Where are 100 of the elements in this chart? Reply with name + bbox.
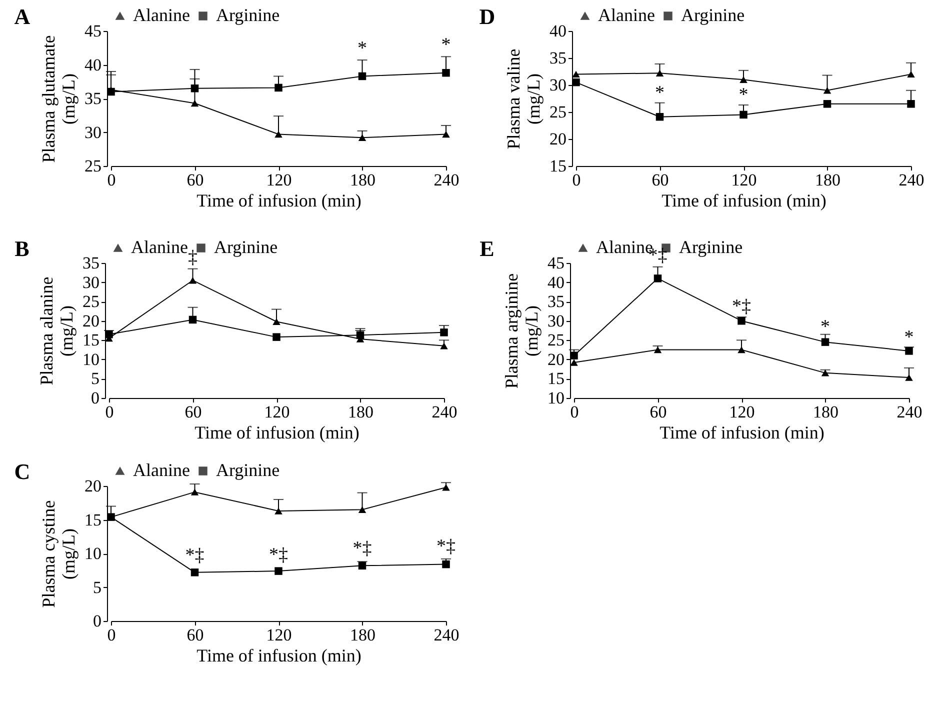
- legend-label: Arginine: [214, 237, 278, 257]
- chart-title: E: [480, 236, 494, 261]
- y-tick-label: 30: [84, 122, 102, 142]
- legend-label: Arginine: [216, 460, 280, 480]
- y-tick-label: 25: [548, 330, 564, 350]
- x-tick-label: 180: [815, 170, 840, 190]
- x-tick-label: 240: [434, 170, 460, 190]
- x-axis-title: Time of infusion (min): [196, 190, 362, 210]
- point: [272, 318, 280, 325]
- legend-label: Arginine: [679, 237, 743, 257]
- point: [358, 72, 366, 80]
- point: [656, 70, 664, 76]
- annotation: *: [358, 38, 367, 59]
- y-tick-label: 20: [82, 311, 100, 330]
- point: [442, 68, 450, 77]
- annotation: *: [738, 84, 748, 106]
- y-axis-title: Plasma glutamate (mg/L): [38, 35, 78, 163]
- x-tick-label: 0: [105, 402, 114, 422]
- point: [572, 70, 580, 78]
- legend-label: Arginine: [681, 5, 745, 25]
- x-tick-label: 180: [348, 402, 374, 422]
- x-axis-title: Time of infusion (min): [660, 422, 824, 442]
- annotation: *: [441, 34, 451, 56]
- x-tick-label: 120: [731, 170, 757, 190]
- y-tick-label: 0: [93, 612, 102, 630]
- x-tick-label: 60: [186, 626, 204, 644]
- y-tick-label: 25: [550, 102, 566, 122]
- x-tick-label: 180: [350, 170, 376, 190]
- y-axis-title: Plasma arginine (mg/L): [502, 273, 542, 389]
- y-tick-label: 40: [548, 272, 564, 292]
- y-tick-label: 10: [548, 388, 564, 408]
- y-tick-label: 30: [550, 76, 566, 94]
- annotation: *‡: [352, 538, 372, 560]
- y-tick-label: 35: [84, 89, 102, 108]
- point: [440, 328, 448, 336]
- point: [907, 100, 915, 108]
- point: [654, 274, 662, 282]
- y-tick-label: 35: [548, 292, 564, 312]
- point: [358, 562, 366, 570]
- x-tick-label: 240: [896, 402, 922, 422]
- point: [823, 87, 832, 94]
- y-tick-label: 35: [82, 254, 100, 272]
- x-tick-label: 120: [729, 402, 755, 422]
- point: [442, 130, 450, 138]
- x-tick-label: 240: [434, 626, 460, 644]
- y-tick-label: 15: [550, 156, 566, 176]
- y-tick-label: 0: [91, 388, 100, 408]
- point: [907, 70, 915, 78]
- y-tick-label: 25: [82, 292, 100, 312]
- chart-title: D: [479, 4, 496, 29]
- point: [190, 488, 199, 496]
- x-axis-title: Time of infusion (min): [194, 422, 360, 442]
- point: [572, 78, 580, 86]
- x-tick-label: 60: [184, 402, 202, 422]
- legend-label: Alanine: [598, 5, 655, 25]
- point: [358, 134, 366, 142]
- y-tick-label: 45: [84, 22, 102, 40]
- annotation: *: [655, 82, 664, 104]
- point: [272, 333, 280, 341]
- y-tick-label: 40: [550, 22, 566, 40]
- chart-title: B: [14, 236, 30, 261]
- x-tick-label: 60: [186, 170, 204, 190]
- y-axis-title: Plasma valine (mg/L): [504, 48, 544, 150]
- y-tick-label: 20: [550, 130, 566, 148]
- x-axis-title: Time of infusion (min): [662, 190, 826, 210]
- point: [188, 277, 197, 284]
- point: [274, 508, 282, 514]
- point: [654, 346, 662, 354]
- x-tick-label: 120: [266, 170, 292, 190]
- y-tick-label: 10: [82, 350, 100, 369]
- x-tick-label: 120: [264, 402, 290, 422]
- annotation: *‡: [185, 544, 204, 566]
- y-tick-label: 45: [548, 254, 564, 272]
- point: [740, 110, 748, 119]
- point: [823, 100, 832, 108]
- point: [358, 506, 366, 513]
- x-tick-label: 0: [107, 170, 116, 190]
- chart-title: A: [14, 4, 30, 29]
- y-tick-label: 15: [82, 330, 100, 350]
- annotation: *: [820, 316, 830, 338]
- y-tick-label: 40: [84, 55, 102, 74]
- x-tick-label: 180: [813, 402, 838, 422]
- chart-title: C: [14, 459, 30, 484]
- point: [738, 346, 746, 354]
- y-tick-label: 30: [548, 311, 564, 330]
- x-tick-label: 180: [350, 626, 376, 644]
- y-tick-label: 5: [91, 369, 100, 388]
- x-tick-label: 0: [572, 170, 581, 190]
- point: [821, 370, 830, 376]
- legend-label: Alanine: [133, 460, 190, 480]
- y-axis-title: Plasma alanine (mg/L): [36, 276, 76, 386]
- annotation: *‡: [732, 296, 751, 317]
- x-tick-label: 120: [266, 626, 292, 644]
- legend-label: Alanine: [133, 5, 190, 25]
- point: [740, 76, 748, 83]
- x-tick-label: 0: [570, 402, 579, 422]
- point: [274, 84, 282, 92]
- y-tick-label: 15: [548, 369, 564, 388]
- annotation: *‡: [269, 544, 288, 566]
- point: [440, 342, 448, 350]
